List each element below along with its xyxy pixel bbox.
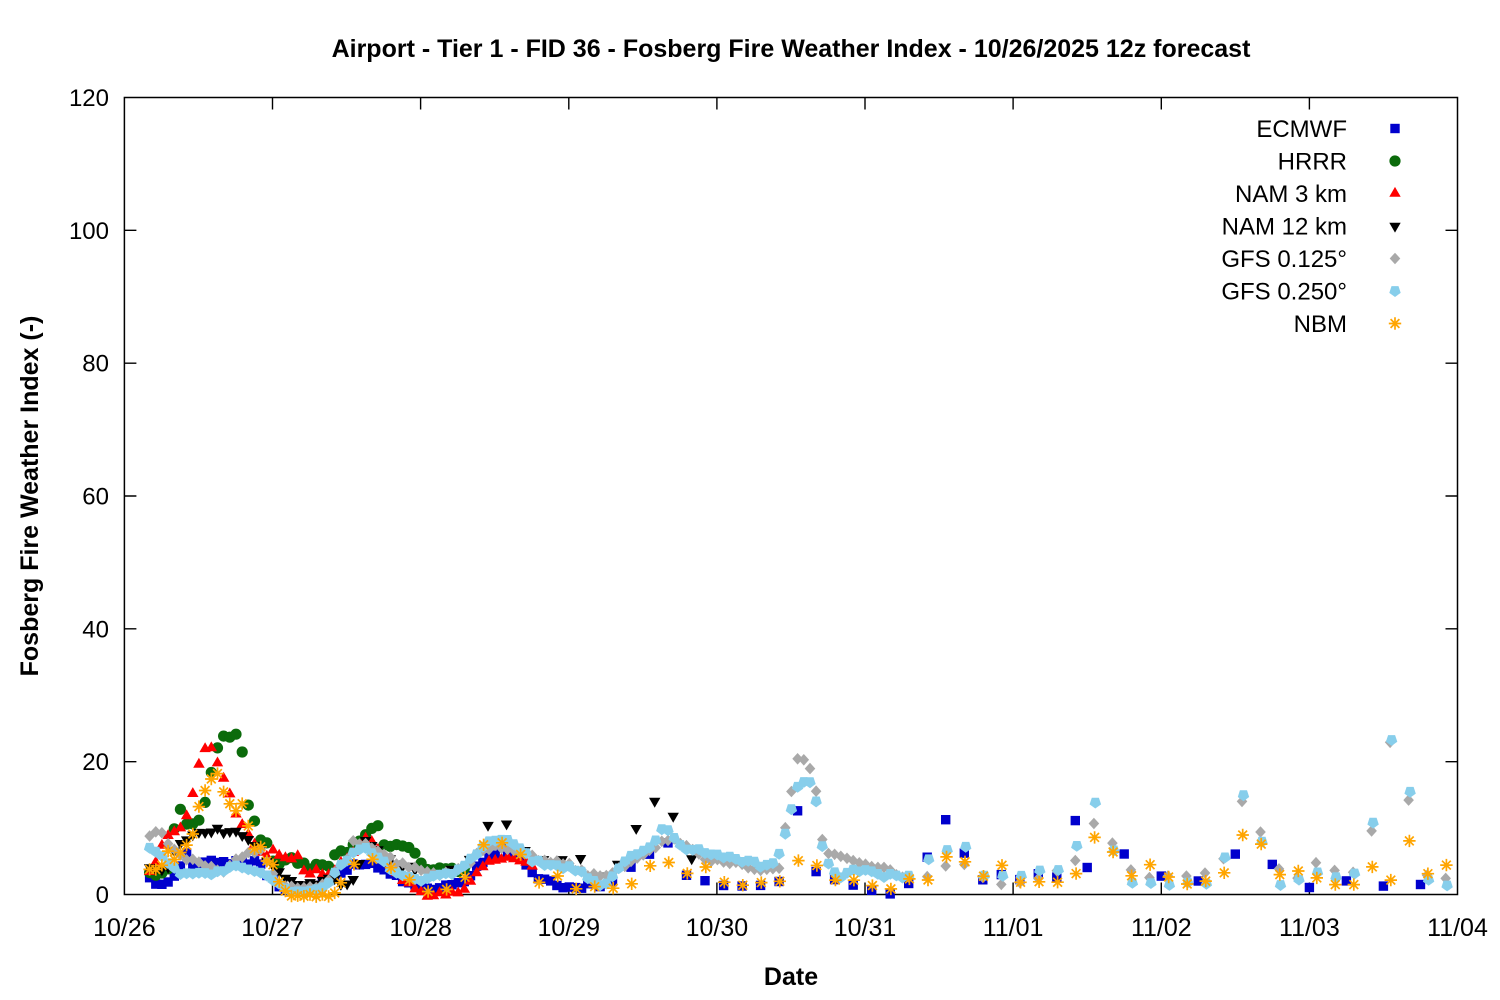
- svg-text:HRRR: HRRR: [1278, 149, 1347, 176]
- svg-text:10/27: 10/27: [241, 914, 304, 942]
- svg-text:NBM: NBM: [1294, 311, 1347, 338]
- svg-text:10/29: 10/29: [538, 914, 601, 942]
- svg-text:11/02: 11/02: [1131, 914, 1192, 942]
- svg-text:10/31: 10/31: [834, 914, 897, 942]
- svg-text:10/26: 10/26: [93, 914, 156, 942]
- svg-text:0: 0: [96, 882, 109, 909]
- svg-text:80: 80: [82, 351, 109, 378]
- svg-text:40: 40: [82, 616, 109, 643]
- svg-text:GFS 0.125°: GFS 0.125°: [1221, 246, 1347, 273]
- svg-text:10/28: 10/28: [389, 914, 452, 942]
- svg-text:120: 120: [69, 85, 109, 112]
- svg-text:11/03: 11/03: [1279, 914, 1340, 942]
- svg-text:100: 100: [69, 218, 109, 245]
- svg-text:NAM 12 km: NAM 12 km: [1222, 214, 1347, 241]
- svg-text:20: 20: [82, 749, 109, 776]
- svg-text:10/30: 10/30: [686, 914, 749, 942]
- svg-text:11/01: 11/01: [983, 914, 1044, 942]
- svg-text:60: 60: [82, 484, 109, 511]
- svg-text:NAM 3 km: NAM 3 km: [1235, 181, 1347, 208]
- svg-text:Date: Date: [764, 963, 818, 991]
- svg-text:11/04: 11/04: [1427, 914, 1488, 942]
- svg-text:Fosberg Fire Weather Index (-): Fosberg Fire Weather Index (-): [16, 316, 44, 677]
- svg-text:Airport - Tier 1 - FID 36 - Fo: Airport - Tier 1 - FID 36 - Fosberg Fire…: [332, 35, 1252, 63]
- svg-text:GFS 0.250°: GFS 0.250°: [1221, 279, 1347, 306]
- svg-text:ECMWF: ECMWF: [1256, 116, 1347, 143]
